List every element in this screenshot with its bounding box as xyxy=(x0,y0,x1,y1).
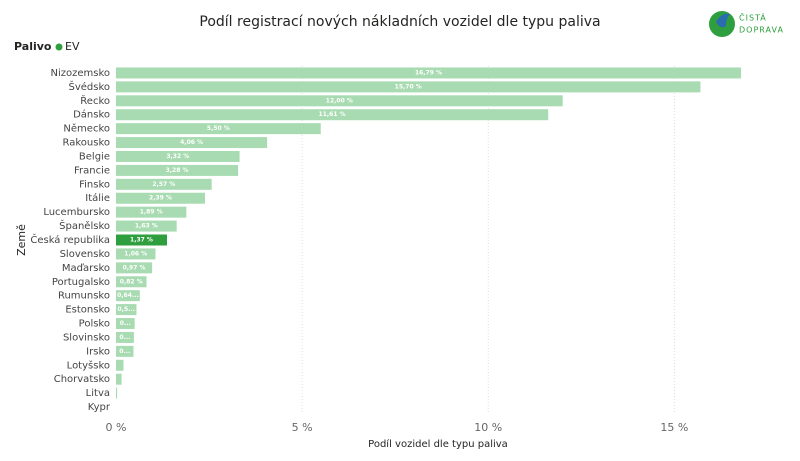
y-tick-label: Slovinsko xyxy=(63,332,110,343)
y-axis-title: Země xyxy=(15,224,28,256)
x-tick-label: 0 % xyxy=(106,421,127,434)
x-axis-title: Podíl vozidel dle typu paliva xyxy=(368,438,508,450)
value-label: 0... xyxy=(120,320,131,327)
y-tick-label: Polsko xyxy=(79,319,110,330)
bar xyxy=(116,178,212,190)
bar xyxy=(116,137,268,149)
y-tick-label: Lotyšsko xyxy=(67,359,110,371)
bar xyxy=(116,387,118,399)
y-tick-label: Česká republika xyxy=(30,233,110,246)
y-tick-label: Irsko xyxy=(86,346,110,357)
value-label: 3,32 % xyxy=(166,153,189,160)
y-tick-label: Rumunsko xyxy=(58,291,110,302)
y-tick-label: Slovensko xyxy=(60,249,110,260)
value-label: 5,50 % xyxy=(207,125,230,132)
y-tick-label: Itálie xyxy=(85,192,110,204)
logo-text: ČISTÁ xyxy=(739,12,767,23)
value-label: 0... xyxy=(119,348,130,355)
value-label: 0,5... xyxy=(118,306,135,313)
bar xyxy=(116,331,134,343)
logo-drop xyxy=(716,13,730,28)
value-label: 1,06 % xyxy=(124,250,147,257)
value-label: 16,79 % xyxy=(415,69,442,76)
x-tick-label: 5 % xyxy=(292,421,313,434)
logo-text: DOPRAVA xyxy=(739,26,784,35)
x-tick-label: 10 % xyxy=(474,421,502,434)
bar xyxy=(116,345,134,357)
value-label: 0,82 % xyxy=(120,278,143,285)
bar xyxy=(116,304,137,316)
bar xyxy=(116,192,205,204)
bar xyxy=(116,81,701,93)
value-label: 1,37 % xyxy=(130,237,153,244)
y-tick-label: Švédsko xyxy=(68,80,110,93)
value-label: 4,06 % xyxy=(180,139,203,146)
value-label: 1,63 % xyxy=(135,223,158,230)
y-tick-label: Francie xyxy=(74,165,110,176)
bar xyxy=(116,359,124,371)
y-tick-label: Německo xyxy=(63,123,110,135)
bar xyxy=(116,164,239,176)
y-tick-label: Estonsko xyxy=(65,305,110,316)
y-tick-label: Dánsko xyxy=(73,109,110,121)
bar xyxy=(116,109,549,121)
y-tick-label: Belgie xyxy=(79,151,110,162)
bar xyxy=(116,234,167,246)
legend-title: Palivo xyxy=(14,40,52,53)
bar xyxy=(116,262,153,274)
legend-marker xyxy=(55,43,63,51)
y-tick-label: Rakousko xyxy=(62,138,110,149)
value-label: 2,57 % xyxy=(152,181,175,188)
y-tick-label: Portugalsko xyxy=(52,277,110,288)
y-tick-label: Maďarsko xyxy=(62,263,110,274)
bar xyxy=(116,123,321,135)
bar xyxy=(116,373,122,385)
bar xyxy=(116,290,140,302)
y-tick-label: Španělsko xyxy=(59,219,110,232)
y-tick-label: Lucembursko xyxy=(43,207,110,218)
bar xyxy=(116,67,742,79)
y-tick-label: Chorvatsko xyxy=(54,374,110,385)
value-label: 2,39 % xyxy=(149,195,172,202)
bar xyxy=(116,95,563,107)
bar xyxy=(116,220,177,232)
value-label: 0,97 % xyxy=(123,264,146,271)
y-tick-label: Nizozemsko xyxy=(50,68,110,79)
legend-label: EV xyxy=(65,40,80,53)
value-label: 11,61 % xyxy=(319,111,346,118)
y-tick-label: Řecko xyxy=(80,94,110,107)
value-label: 3,28 % xyxy=(166,167,189,174)
chart-title: Podíl registrací nových nákladních vozid… xyxy=(199,14,600,30)
y-tick-label: Finsko xyxy=(79,179,110,190)
bar xyxy=(116,276,147,288)
value-label: 15,70 % xyxy=(395,83,422,90)
value-label: 0... xyxy=(119,334,130,341)
y-tick-label: Kypr xyxy=(88,402,111,413)
bar xyxy=(116,248,156,260)
logo: ČISTÁ DOPRAVA xyxy=(709,11,784,37)
bar xyxy=(116,150,240,162)
bar xyxy=(116,206,187,218)
value-label: 12,00 % xyxy=(326,97,353,104)
x-tick-label: 15 % xyxy=(660,421,688,434)
y-tick-label: Litva xyxy=(86,388,110,399)
value-label: 1,89 % xyxy=(140,209,163,216)
bar xyxy=(116,318,135,330)
value-label: 0,64... xyxy=(117,292,139,299)
